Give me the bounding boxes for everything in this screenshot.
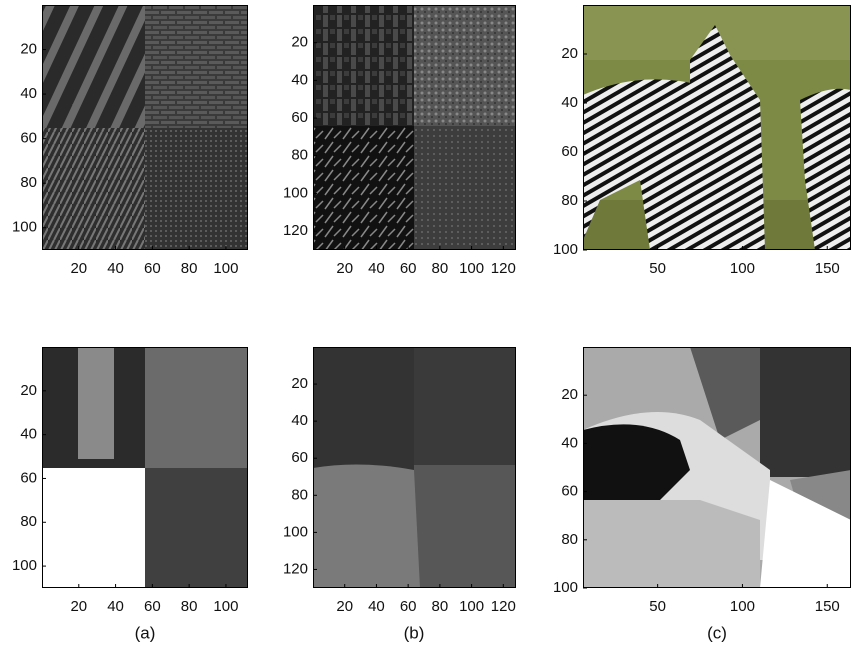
y-tick-label: 120 (283, 222, 308, 239)
x-tick-label: 100 (213, 260, 238, 277)
x-tick-label: 20 (70, 260, 87, 277)
x-tick-label: 60 (144, 260, 161, 277)
caption: (b) (404, 623, 425, 642)
y-tick-label: 40 (291, 412, 308, 429)
x-tick-label: 40 (107, 598, 124, 615)
x-tick-label: 40 (107, 260, 124, 277)
y-tick-label: 60 (561, 143, 578, 160)
x-tick-label: 40 (368, 598, 385, 615)
y-tick-label: 80 (291, 147, 308, 164)
y-tick-label: 80 (561, 531, 578, 548)
x-tick-label: 100 (459, 598, 484, 615)
x-tick-label: 60 (144, 598, 161, 615)
x-tick-label: 150 (815, 260, 840, 277)
y-tick-label: 20 (291, 34, 308, 51)
x-tick-label: 80 (181, 598, 198, 615)
y-tick-label: 100 (12, 557, 37, 574)
y-tick-label: 40 (291, 71, 308, 88)
x-tick-label: 20 (70, 598, 87, 615)
x-tick-label: 50 (649, 260, 666, 277)
image-b-top (313, 5, 516, 250)
y-tick-label: 60 (291, 109, 308, 126)
segmentation-b (313, 347, 516, 588)
image-a-top (42, 5, 248, 250)
x-tick-label: 150 (815, 598, 840, 615)
x-tick-label: 60 (400, 260, 417, 277)
y-tick-label: 60 (20, 130, 37, 147)
x-tick-label: 100 (213, 598, 238, 615)
x-tick-label: 120 (491, 260, 516, 277)
y-tick-label: 20 (20, 41, 37, 58)
x-tick-label: 120 (491, 598, 516, 615)
x-tick-label: 20 (336, 260, 353, 277)
y-tick-label: 100 (553, 241, 578, 258)
x-tick-label: 100 (730, 598, 755, 615)
y-tick-label: 100 (553, 579, 578, 596)
y-tick-label: 80 (20, 513, 37, 530)
y-tick-label: 20 (561, 386, 578, 403)
y-tick-label: 40 (20, 85, 37, 102)
caption: (a) (135, 623, 156, 642)
y-tick-label: 100 (283, 184, 308, 201)
y-tick-label: 60 (561, 483, 578, 500)
x-tick-label: 20 (336, 598, 353, 615)
y-tick-label: 120 (283, 560, 308, 577)
y-tick-label: 40 (20, 426, 37, 443)
x-tick-label: 40 (368, 260, 385, 277)
caption: (c) (707, 623, 727, 642)
y-tick-label: 80 (20, 174, 37, 191)
x-tick-label: 100 (730, 260, 755, 277)
y-tick-label: 20 (20, 382, 37, 399)
x-tick-label: 60 (400, 598, 417, 615)
y-tick-label: 100 (283, 523, 308, 540)
x-tick-label: 50 (649, 598, 666, 615)
y-tick-label: 20 (561, 45, 578, 62)
y-tick-label: 60 (291, 449, 308, 466)
y-tick-label: 20 (291, 375, 308, 392)
segmentation-a (42, 347, 248, 588)
y-tick-label: 40 (561, 94, 578, 111)
x-tick-label: 80 (432, 598, 449, 615)
figure: 20 40 60 80 100 20 40 60 80 100 20 40 60 80 100 120 20 40… (0, 0, 851, 656)
x-tick-label: 100 (459, 260, 484, 277)
segmentation-c (583, 347, 851, 588)
x-tick-label: 80 (181, 260, 198, 277)
y-tick-label: 80 (561, 192, 578, 209)
y-tick-label: 40 (561, 434, 578, 451)
y-tick-label: 100 (12, 219, 37, 236)
x-tick-label: 80 (432, 260, 449, 277)
image-c-top (583, 5, 851, 250)
y-tick-label: 80 (291, 486, 308, 503)
y-tick-label: 60 (20, 469, 37, 486)
